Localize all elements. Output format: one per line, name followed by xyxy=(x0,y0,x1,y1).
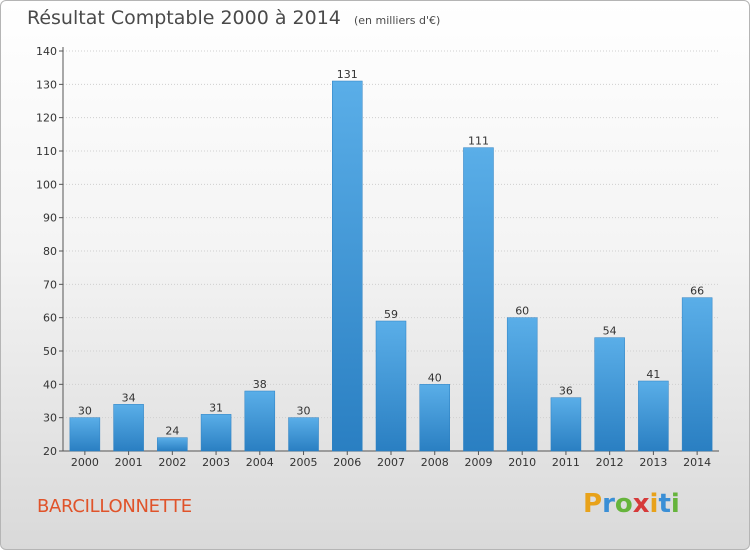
y-tick-label: 50 xyxy=(43,345,57,358)
x-tick-label: 2010 xyxy=(508,456,536,469)
bar-value-label: 41 xyxy=(646,368,660,381)
x-tick-label: 2012 xyxy=(596,456,624,469)
x-tick-label: 2000 xyxy=(71,456,99,469)
x-tick-label: 2006 xyxy=(333,456,361,469)
x-tick-label: 2009 xyxy=(464,456,492,469)
bar xyxy=(419,384,450,452)
bar xyxy=(200,414,232,452)
bar xyxy=(113,404,144,452)
y-tick-label: 20 xyxy=(43,445,57,458)
axis-layer: 20 30 40 50 60 70 80 90 100 110 120 130 140 2000 2001 2… xyxy=(36,45,719,469)
x-tick-label: 2007 xyxy=(377,456,405,469)
bar-layer xyxy=(69,80,713,452)
chart-title: Résultat Comptable 2000 à 2014 xyxy=(27,7,341,29)
bar-value-label: 66 xyxy=(690,285,704,298)
x-tick-label: 2004 xyxy=(246,456,274,469)
logo-letter: o xyxy=(614,489,633,519)
bar xyxy=(506,317,538,452)
logo-letter: t xyxy=(658,489,671,519)
logo-letter: i xyxy=(670,489,680,519)
x-tick-label: 2003 xyxy=(202,456,230,469)
x-tick-label: 2001 xyxy=(115,456,143,469)
y-tick-label: 110 xyxy=(36,145,57,158)
y-tick-label: 100 xyxy=(36,178,57,191)
bar-value-label: 36 xyxy=(559,385,573,398)
y-tick-label: 70 xyxy=(43,278,57,291)
x-tick-label: 2005 xyxy=(290,456,318,469)
logo-letter: x xyxy=(632,489,650,519)
bar-value-label: 34 xyxy=(122,391,136,404)
title-row: Résultat Comptable 2000 à 2014 (en milli… xyxy=(27,7,440,29)
bar xyxy=(375,320,407,452)
bar-value-label: 54 xyxy=(603,325,617,338)
bar-value-label: 30 xyxy=(297,405,311,418)
label-layer: 30 34 24 31 38 30 131 59 40 111 60 36 54 41 66 xyxy=(78,68,704,438)
bar-value-label: 31 xyxy=(209,401,223,414)
bar-value-label: 59 xyxy=(384,308,398,321)
y-tick-label: 40 xyxy=(43,378,57,391)
bar-value-label: 30 xyxy=(78,405,92,418)
y-tick-label: 80 xyxy=(43,245,57,258)
chart-subtitle: (en milliers d'€) xyxy=(353,14,441,27)
bar-value-label: 40 xyxy=(428,371,442,384)
bar xyxy=(244,390,276,452)
bar xyxy=(288,417,319,452)
proxiti-logo: Proxiti xyxy=(583,489,680,519)
logo-letter: P xyxy=(583,489,603,519)
bar xyxy=(332,80,363,452)
bar-value-label: 60 xyxy=(515,305,529,318)
bar-value-label: 131 xyxy=(337,68,358,81)
y-tick-label: 120 xyxy=(36,112,57,125)
bar xyxy=(157,437,188,452)
bar xyxy=(638,380,669,452)
x-tick-label: 2002 xyxy=(158,456,186,469)
bar xyxy=(681,297,713,452)
x-tick-label: 2014 xyxy=(683,456,711,469)
y-tick-label: 130 xyxy=(36,78,57,91)
bar-value-label: 38 xyxy=(253,378,267,391)
bar xyxy=(550,397,582,452)
bar xyxy=(594,337,625,452)
bar-value-label: 111 xyxy=(468,135,489,148)
y-tick-label: 90 xyxy=(43,212,57,225)
commune-name: BARCILLONNETTE xyxy=(37,496,192,517)
logo-letter: r xyxy=(602,489,615,519)
bar-value-label: 24 xyxy=(165,425,179,438)
bar xyxy=(463,147,494,452)
bar xyxy=(69,417,101,452)
logo-letter: i xyxy=(649,489,659,519)
x-tick-label: 2013 xyxy=(639,456,667,469)
y-tick-label: 60 xyxy=(43,312,57,325)
y-tick-label: 140 xyxy=(36,45,57,58)
x-tick-label: 2008 xyxy=(421,456,449,469)
x-tick-label: 2011 xyxy=(552,456,580,469)
y-tick-label: 30 xyxy=(43,412,57,425)
